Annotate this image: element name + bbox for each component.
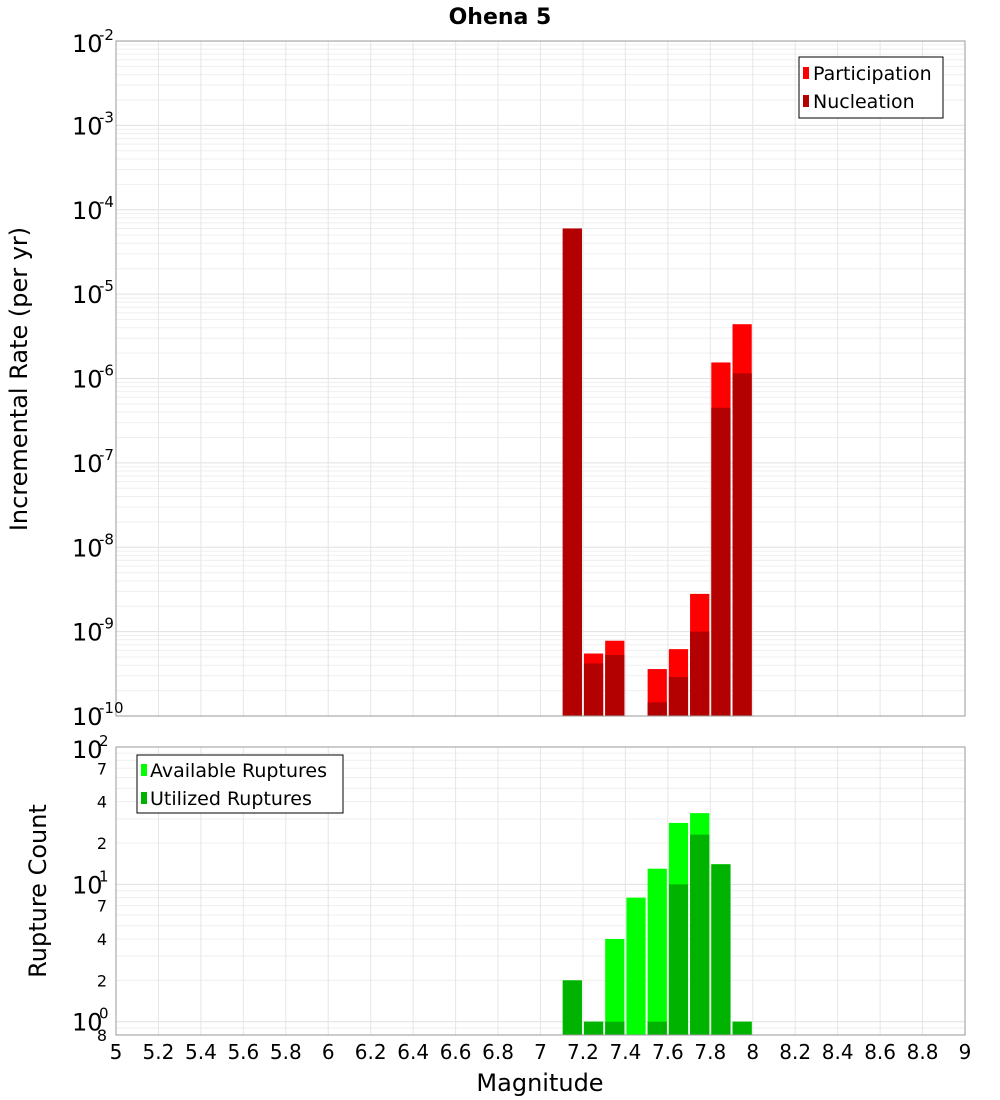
- top-y-tick-base: 10: [72, 703, 103, 731]
- bottom-bar-utilized-ruptures: [605, 1021, 625, 1035]
- x-tick-label: 9: [959, 1040, 972, 1064]
- top-bar-nucleation: [605, 654, 625, 716]
- top-y-tick-exponent: -6: [99, 362, 114, 380]
- bottom-y-tick-exponent: 1: [99, 867, 109, 885]
- top-bar-nucleation: [732, 373, 752, 716]
- bottom-plot-border: [115, 746, 966, 1036]
- x-ticks: 5 5.2 5.4 5.6 5.8 6 6.2 6.4 6.6 6.8 7 7.2 7.4 7.6 7.8 8…: [110, 1040, 972, 1064]
- top-bar-nucleation: [690, 631, 710, 716]
- top-y-tick-base: 10: [72, 619, 103, 647]
- legend-swatch-available: [141, 764, 147, 776]
- x-tick-label: 5.4: [185, 1040, 217, 1064]
- bottom-y-minor-tick-label: 4: [97, 930, 107, 949]
- bottom-y-tick-exponent: 0: [99, 1005, 109, 1023]
- top-bar-nucleation: [583, 663, 604, 716]
- x-tick-label: 8.8: [907, 1040, 939, 1064]
- bottom-bars: [562, 813, 752, 1035]
- top-legend: Participation Nucleation: [798, 56, 944, 119]
- x-tick-label: 8.6: [864, 1040, 896, 1064]
- top-y-tick-exponent: -9: [99, 615, 114, 633]
- top-y-tick-exponent: -7: [99, 446, 114, 464]
- top-y-tick-exponent: -3: [99, 108, 114, 126]
- x-tick-label: 8.2: [779, 1040, 811, 1064]
- bottom-bar-available-ruptures: [626, 897, 646, 1035]
- x-tick-label: 6.6: [440, 1040, 472, 1064]
- x-tick-label: 7: [534, 1040, 547, 1064]
- bottom-legend: Available Ruptures Utilized Ruptures: [136, 754, 344, 814]
- top-y-tick-base: 10: [72, 281, 103, 309]
- bottom-y-minor-tick-label: 2: [97, 834, 107, 853]
- top-y-tick-exponent: -10: [99, 699, 124, 717]
- chart-title: Ohena 5: [449, 5, 552, 30]
- x-tick-label: 8.4: [822, 1040, 854, 1064]
- x-axis-label: Magnitude: [476, 1069, 603, 1097]
- x-tick-label: 5: [110, 1040, 123, 1064]
- bottom-y-tick-base: 10: [72, 1009, 103, 1037]
- top-y-tick-base: 10: [72, 534, 103, 562]
- bottom-bar-utilized-ruptures: [732, 1021, 752, 1035]
- legend-label-nucleation: Nucleation: [813, 91, 915, 113]
- x-tick-label: 7.4: [609, 1040, 641, 1064]
- bottom-y-minor-tick-label: 4: [97, 793, 107, 812]
- top-y-tick-base: 10: [72, 450, 103, 478]
- top-y-tick-base: 10: [72, 366, 103, 394]
- x-tick-label: 6.8: [482, 1040, 514, 1064]
- top-plot-border: [115, 40, 966, 717]
- top-legend-box: [798, 56, 944, 119]
- bottom-bar-utilized-ruptures: [668, 884, 689, 1035]
- top-grid: [115, 40, 966, 717]
- top-y-tick-base: 10: [72, 30, 103, 58]
- bottom-bar-utilized-ruptures: [690, 834, 710, 1035]
- bottom-bar-utilized-ruptures: [711, 864, 731, 1035]
- bottom-y-tick-base: 10: [72, 736, 103, 764]
- bottom-y-minor-tick-label: 7: [97, 759, 107, 778]
- legend-label-utilized: Utilized Ruptures: [150, 788, 312, 810]
- bottom-y-tick-base: 10: [72, 871, 103, 899]
- top-y-tick-exponent: -5: [99, 277, 114, 295]
- top-y-axis-label: Incremental Rate (per yr): [5, 227, 33, 531]
- x-tick-label: 6.4: [397, 1040, 429, 1064]
- x-tick-label: 7.8: [694, 1040, 726, 1064]
- top-bar-nucleation: [711, 407, 731, 716]
- top-y-tick-exponent: -8: [99, 530, 114, 548]
- bottom-bar-utilized-ruptures: [562, 980, 582, 1035]
- bottom-y-minor-tick-label: 8: [97, 1026, 107, 1045]
- legend-swatch-nucleation: [803, 95, 809, 107]
- bottom-y-tick-exponent: 2: [99, 732, 109, 750]
- top-y-tick-exponent: -4: [99, 193, 114, 211]
- top-y-tick-exponent: -2: [99, 26, 114, 44]
- bottom-bar-utilized-ruptures: [583, 1021, 604, 1035]
- x-tick-label: 8: [746, 1040, 759, 1064]
- x-tick-label: 7.6: [652, 1040, 684, 1064]
- top-bar-nucleation: [562, 228, 582, 716]
- legend-label-available: Available Ruptures: [150, 760, 327, 782]
- legend-swatch-participation: [803, 67, 809, 79]
- x-tick-label: 5.8: [270, 1040, 302, 1064]
- top-bars: [562, 228, 752, 716]
- bottom-legend-box: [136, 754, 344, 814]
- legend-swatch-utilized: [141, 792, 147, 804]
- x-tick-label: 6: [322, 1040, 335, 1064]
- bottom-y-minor-tick-label: 2: [97, 971, 107, 990]
- bottom-y-axis-label: Rupture Count: [24, 804, 52, 978]
- top-bar-nucleation: [668, 676, 689, 716]
- x-tick-label: 5.6: [227, 1040, 259, 1064]
- top-y-tick-base: 10: [72, 197, 103, 225]
- bottom-bar-utilized-ruptures: [647, 1021, 667, 1035]
- top-y-tick-base: 10: [72, 112, 103, 140]
- bottom-bar-available-ruptures: [647, 868, 667, 1035]
- x-tick-label: 5.2: [143, 1040, 175, 1064]
- bottom-y-minor-tick-label: 7: [97, 897, 107, 916]
- legend-label-participation: Participation: [813, 63, 932, 85]
- x-tick-label: 6.2: [355, 1040, 387, 1064]
- x-tick-label: 7.2: [567, 1040, 599, 1064]
- top-bar-nucleation: [647, 702, 667, 716]
- bottom-bar-available-ruptures: [605, 939, 625, 1035]
